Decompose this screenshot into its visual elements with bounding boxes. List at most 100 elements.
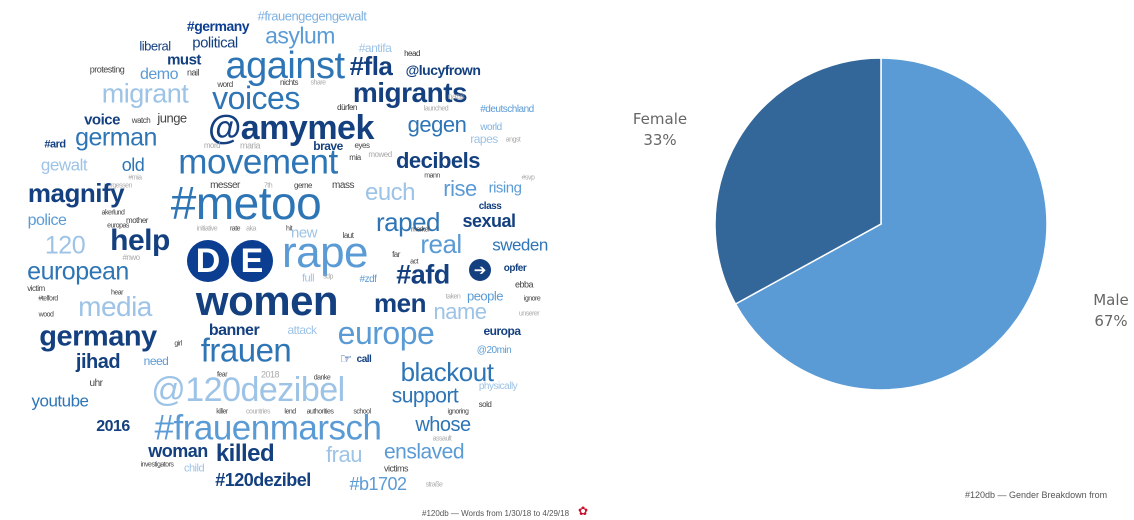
- cloud-word: investigators: [140, 461, 174, 469]
- cloud-word: full: [301, 272, 315, 285]
- cloud-word: opfer: [503, 263, 527, 274]
- cloud-word: call: [356, 354, 372, 365]
- cloud-word: #frauengegengewalt: [257, 8, 367, 24]
- cloud-word: youtube: [31, 391, 90, 411]
- cloud-word: sexual: [462, 211, 516, 231]
- gear-icon[interactable]: ✿: [578, 504, 589, 518]
- cloud-word: migrant: [101, 78, 189, 109]
- cloud-word: sold: [478, 400, 492, 409]
- pie-slice-female[interactable]: [714, 57, 882, 305]
- pointing-hand-icon: ☞: [339, 350, 353, 367]
- cloud-word: decibels: [395, 148, 481, 173]
- cloud-word: banner: [208, 322, 260, 339]
- cloud-word: vergessen: [104, 182, 132, 190]
- word-cloud-caption: #120db — Words from 1/30/18 to 4/29/18: [422, 509, 570, 518]
- cloud-word: women: [195, 277, 339, 324]
- cloud-word: dürfen: [337, 103, 357, 112]
- cloud-word: real: [420, 229, 462, 259]
- cloud-word: killer: [216, 408, 228, 416]
- cloud-word: aka: [246, 225, 256, 233]
- cloud-word: school: [353, 408, 371, 416]
- cloud-word: europa: [483, 324, 521, 338]
- cloud-word: german: [75, 123, 157, 152]
- cloud-word: victim: [27, 284, 45, 293]
- cloud-word: voices: [212, 80, 300, 116]
- cloud-word: ignoring: [447, 408, 469, 416]
- cloud-word: 2016: [96, 418, 130, 435]
- cloud-word: world: [480, 122, 502, 133]
- cloud-word: 2018: [260, 369, 280, 380]
- cloud-word: merkel: [410, 226, 430, 234]
- cloud-word: men: [374, 288, 426, 318]
- cloud-word: raped: [376, 207, 441, 237]
- cloud-word: #antifa: [358, 41, 392, 55]
- cloud-word: political: [192, 34, 238, 52]
- cloud-word: authorities: [306, 408, 334, 416]
- cloud-word: #afd: [396, 259, 450, 290]
- cloud-word: word: [217, 80, 233, 89]
- cloud-word: gerne: [294, 181, 312, 190]
- cloud-word: share: [310, 79, 326, 87]
- cloud-word: support: [391, 384, 459, 408]
- de-circle-icon: E: [231, 240, 273, 282]
- cloud-word: magnify: [27, 178, 125, 208]
- cloud-word: nazis: [447, 92, 465, 101]
- cloud-word: straße: [425, 481, 443, 489]
- cloud-word: #ard: [44, 138, 66, 151]
- cloud-word: mass: [332, 180, 354, 191]
- cloud-word: mowed: [368, 150, 392, 159]
- pie-value-female: 33%: [643, 131, 676, 149]
- cloud-word: #telford: [38, 295, 58, 303]
- cloud-word: physically: [478, 381, 518, 392]
- cloud-word: migrants: [352, 77, 468, 108]
- cloud-word: #germany: [186, 18, 250, 34]
- cloud-word: @20min: [476, 345, 512, 356]
- cloud-word: akerlund: [101, 209, 125, 217]
- cloud-word: launched: [423, 105, 449, 113]
- cloud-word: woman: [148, 441, 208, 461]
- cloud-word: rape: [281, 228, 369, 277]
- cloud-word: nail: [186, 67, 200, 78]
- cloud-word: initiative: [196, 225, 218, 233]
- cloud-word: nichts: [280, 78, 298, 87]
- cloud-word: #metoo: [170, 177, 322, 229]
- cloud-word: attack: [287, 323, 317, 337]
- gender-pie-chart: Female 33% Male 67%: [633, 57, 1129, 391]
- cloud-word: mia: [349, 153, 361, 162]
- cloud-word: uhr: [89, 378, 103, 389]
- cloud-word: europe: [337, 315, 435, 351]
- cloud-word: far: [392, 250, 400, 259]
- cloud-word: #fla: [349, 51, 393, 81]
- cloud-word: mann: [424, 172, 440, 180]
- cloud-word: laut: [342, 231, 354, 240]
- cloud-word: ignore: [523, 295, 541, 303]
- cloud-word: rapes: [470, 132, 498, 146]
- cloud-word: old: [121, 155, 145, 175]
- cloud-word: victims: [384, 463, 409, 474]
- cloud-word: help: [110, 224, 170, 257]
- cloud-word: media: [78, 291, 152, 322]
- cloud-word: danke: [313, 374, 331, 382]
- cloud-word: @120dezibel: [151, 371, 345, 409]
- cloud-word: whose: [415, 414, 471, 436]
- cloud-word: must: [167, 51, 201, 69]
- pie-value-male: 67%: [1094, 312, 1127, 330]
- pie-chart-caption: #120db — Gender Breakdown from: [965, 490, 1108, 500]
- de-circle-icon: D: [187, 240, 229, 282]
- cloud-word: #nwo: [122, 253, 140, 262]
- cloud-word: #svp: [521, 174, 535, 182]
- cloud-word: @amymek: [208, 109, 374, 147]
- cloud-word: rising: [488, 179, 522, 197]
- cloud-word: hit: [286, 225, 292, 233]
- cloud-word: frau: [326, 442, 362, 467]
- cloud-word: wood: [38, 311, 54, 319]
- cloud-word: act: [410, 258, 418, 266]
- pie-slice-male[interactable]: [734, 57, 1048, 391]
- arrow-right-circle-icon: ➔: [469, 259, 491, 281]
- cloud-word: countries: [246, 408, 270, 416]
- cloud-word: frauen: [200, 331, 292, 369]
- cloud-word: messer: [210, 180, 240, 191]
- cloud-word: euch: [364, 179, 416, 206]
- cloud-word: mord: [203, 141, 221, 150]
- cloud-word: @lucyfrown: [405, 62, 481, 78]
